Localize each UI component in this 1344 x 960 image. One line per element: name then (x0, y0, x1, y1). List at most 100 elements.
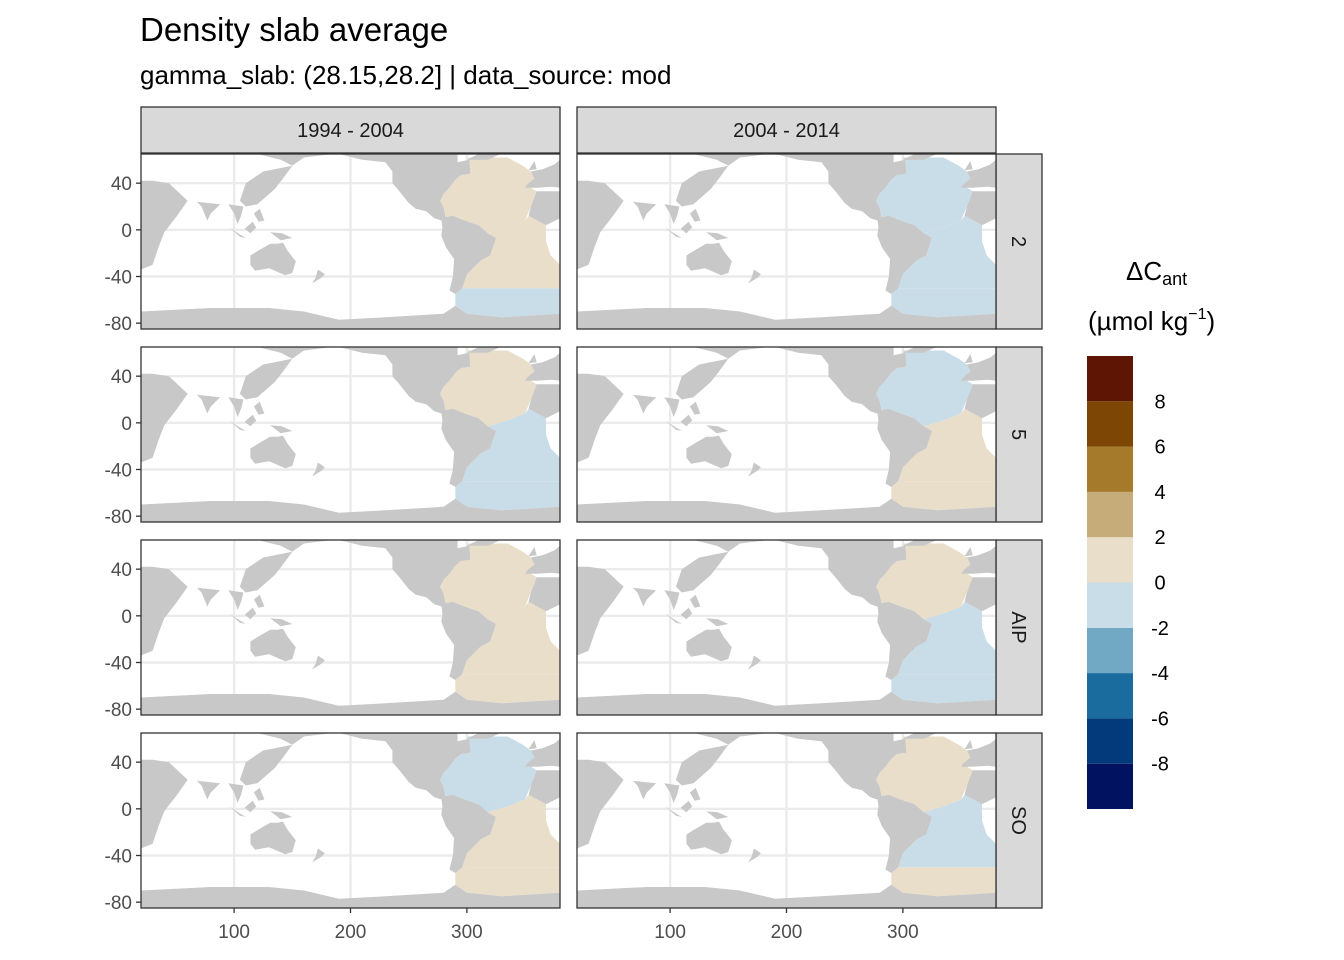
south-atlantic-region (898, 794, 996, 868)
land-mass (312, 462, 325, 477)
land-mass (528, 770, 560, 805)
y-tick-label: 40 (111, 560, 132, 581)
land-mass (748, 462, 761, 477)
strip-background (995, 346, 1043, 523)
land-mass (141, 154, 333, 166)
north-atlantic-region (440, 350, 537, 427)
north-atlantic-region (440, 543, 537, 620)
land-mass (877, 601, 932, 680)
legend-colorbar: 8 6 4 2 0 -2 -4 -6 -8 (1087, 356, 1169, 809)
land-mass (689, 401, 701, 415)
strip-background (995, 539, 1043, 716)
land-mass (528, 577, 560, 612)
land-mass (250, 435, 296, 469)
land-mass (577, 154, 769, 166)
north-atlantic-region (876, 736, 973, 813)
x-tick-label: 300 (887, 922, 919, 943)
land-mass (525, 159, 560, 188)
land-mass (141, 498, 560, 522)
land-mass (964, 384, 996, 419)
y-tick-label: 40 (111, 753, 132, 774)
land-mass (877, 794, 932, 873)
land-mass (577, 305, 996, 329)
y-tick-label: 0 (121, 221, 132, 242)
land-mass (680, 800, 693, 813)
land-mass (877, 215, 932, 294)
legend-color-bin (1087, 763, 1133, 809)
y-tick-label: -80 (105, 893, 132, 914)
map-panel: 40 0 -40 -80 (105, 346, 561, 528)
land-mass (141, 733, 333, 745)
land-mass (632, 394, 657, 414)
legend-color-bin (1087, 718, 1133, 764)
legend-color-bin (1087, 491, 1133, 538)
legend-tick-label: 0 (1154, 573, 1165, 595)
panel-content (141, 347, 560, 522)
land-mass (577, 759, 624, 849)
land-mass (528, 740, 537, 750)
facet-column-strip: 1994 - 2004 (140, 106, 561, 154)
south-atlantic-region (462, 215, 560, 289)
land-mass (675, 165, 729, 207)
land-mass (253, 787, 265, 801)
color-legend: ΔCant (µmol kg−1) 8 6 4 2 0 -2 -4 -6 -8 (1087, 256, 1215, 809)
land-mass (228, 397, 244, 417)
land-mass (239, 165, 293, 207)
land-mass (680, 221, 693, 234)
legend-tick-label: 4 (1154, 482, 1165, 504)
land-mass (577, 180, 624, 270)
legend-tick-label: 8 (1154, 391, 1165, 413)
north-atlantic-region (876, 157, 973, 234)
legend-color-bin (1087, 446, 1133, 492)
land-mass (577, 566, 624, 656)
land-mass (239, 358, 293, 400)
land-mass (632, 587, 657, 607)
strip-label: AIP (1007, 611, 1029, 643)
map-panel: 100 200 300 (576, 732, 997, 943)
strip-label: 1994 - 2004 (297, 120, 404, 142)
land-mass (196, 394, 221, 414)
land-mass (141, 566, 188, 656)
land-mass (525, 738, 560, 767)
panel-border (140, 539, 561, 716)
land-mass (338, 540, 471, 607)
land-mass (680, 607, 693, 620)
land-mass (961, 352, 996, 381)
land-mass (964, 577, 996, 612)
land-mass (748, 655, 761, 670)
legend-tick-label: 2 (1154, 527, 1165, 549)
land-mass (141, 305, 560, 329)
southern-ocean-region (455, 674, 560, 704)
map-panel: 40 0 -40 -80 (105, 539, 561, 721)
map-panel: 40 0 -40 -80 100 200 300 (105, 732, 561, 943)
land-mass (577, 347, 769, 359)
land-mass (244, 414, 257, 427)
panel-content (141, 733, 560, 908)
y-tick-label: -80 (105, 507, 132, 528)
land-mass (577, 540, 769, 552)
land-mass (577, 498, 996, 522)
land-mass (528, 384, 560, 419)
land-mass (877, 408, 932, 487)
southern-ocean-region (455, 481, 560, 511)
north-atlantic-region (876, 350, 973, 427)
legend-title-line1: ΔCant (1126, 256, 1187, 289)
south-atlantic-region (898, 408, 996, 482)
southern-ocean-region (891, 288, 996, 318)
x-tick-label: 300 (451, 922, 483, 943)
southern-ocean-region (891, 867, 996, 897)
land-mass (774, 347, 907, 414)
land-mass (196, 780, 221, 800)
land-mass (141, 540, 333, 552)
land-mass (528, 354, 537, 364)
panel-border (140, 346, 561, 523)
land-mass (774, 154, 907, 221)
facet-row-strip: 5 (995, 346, 1043, 523)
land-mass (441, 794, 496, 873)
x-tick-label: 100 (218, 922, 250, 943)
land-mass (632, 780, 657, 800)
land-mass (338, 154, 471, 221)
land-mass (141, 759, 188, 849)
strip-label: 2004 - 2014 (733, 120, 840, 142)
